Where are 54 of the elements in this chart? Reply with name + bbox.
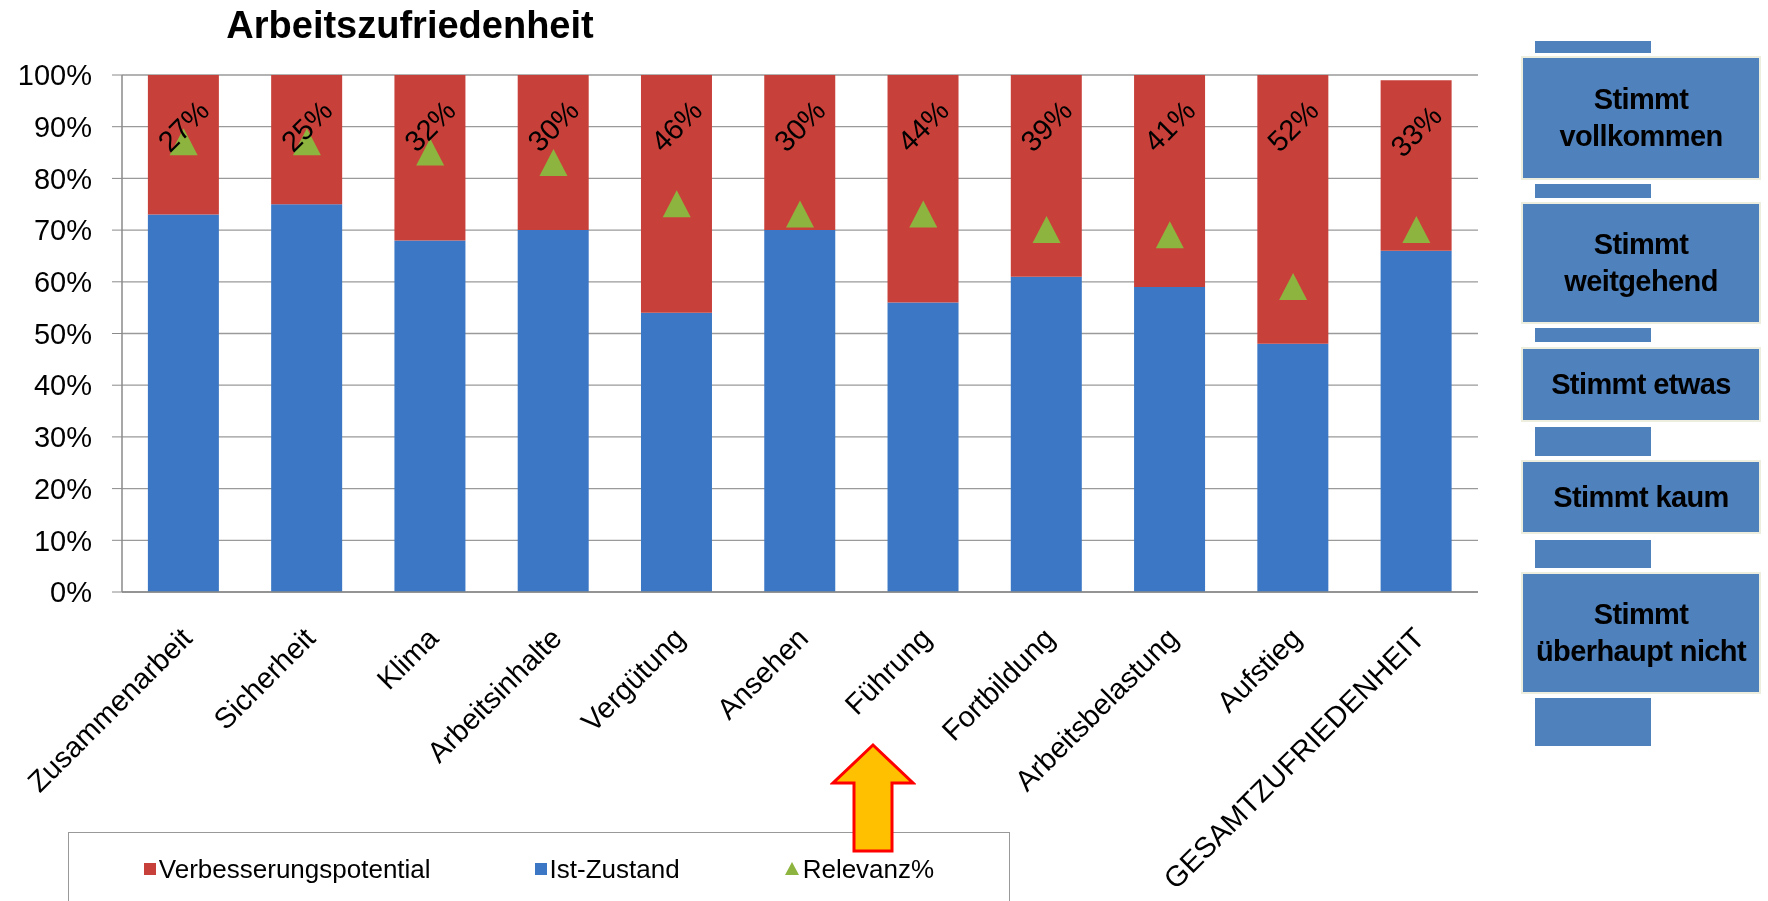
bar: [764, 230, 836, 592]
bar: [1134, 75, 1206, 287]
bar: [764, 75, 836, 231]
y-tick-label: 10%: [33, 524, 92, 557]
bar: [640, 75, 712, 313]
data-label: 46%: [644, 94, 709, 158]
bar: [394, 75, 466, 241]
bar: [1010, 276, 1082, 592]
legend-label: Relevanz%: [802, 854, 935, 884]
chart-title: Arbeitszufriedenheit: [226, 4, 594, 46]
point: [1032, 216, 1061, 244]
data-label: 30%: [767, 94, 832, 158]
y-tick-label: 100%: [17, 59, 92, 92]
data-label: 44%: [891, 94, 955, 158]
point: [1155, 221, 1184, 249]
y-tick-label: 50%: [33, 317, 92, 350]
data-label: 39%: [1014, 94, 1079, 158]
data-label: 32%: [398, 94, 462, 158]
point: [1402, 216, 1431, 244]
point: [1279, 272, 1308, 300]
point: [662, 190, 691, 218]
point: [786, 200, 814, 228]
y-tick-label: 0%: [50, 576, 92, 609]
bar: [1010, 75, 1082, 277]
bar: [517, 230, 589, 592]
legend-label: Ist-Zustand: [549, 854, 680, 884]
y-tick-label: 60%: [33, 266, 92, 299]
bar: [1257, 75, 1329, 344]
data-label: 30%: [521, 94, 586, 158]
data-label: 41%: [1137, 94, 1202, 158]
point: [909, 200, 938, 228]
bar: [147, 214, 219, 592]
bar: [1134, 286, 1206, 592]
data-label: 52%: [1261, 94, 1325, 158]
y-tick-label: 80%: [33, 162, 92, 195]
bar: [271, 75, 343, 205]
y-tick-label: 90%: [33, 110, 92, 143]
bar: [1380, 250, 1452, 592]
bar: [517, 75, 589, 231]
legend-label: Verbesserungspotential: [158, 854, 431, 884]
bar: [1257, 343, 1329, 592]
bar: [271, 204, 343, 592]
bar: [887, 302, 959, 592]
bar: [394, 240, 466, 592]
bar: [1380, 80, 1452, 251]
bar: [640, 312, 712, 592]
bar: [887, 75, 959, 303]
stacked-box-diagram: Stimmt vollkommen Stimmt weitgehend Stimmt etwas Stimmt kaum Stimmt überhaupt nicht: [1521, 41, 1761, 746]
y-tick-label: 20%: [33, 472, 92, 505]
y-tick-label: 70%: [33, 214, 92, 247]
y-tick-label: 30%: [33, 421, 92, 454]
data-label: 33%: [1384, 99, 1448, 164]
bar: [147, 75, 219, 215]
y-tick-label: 40%: [33, 369, 92, 402]
